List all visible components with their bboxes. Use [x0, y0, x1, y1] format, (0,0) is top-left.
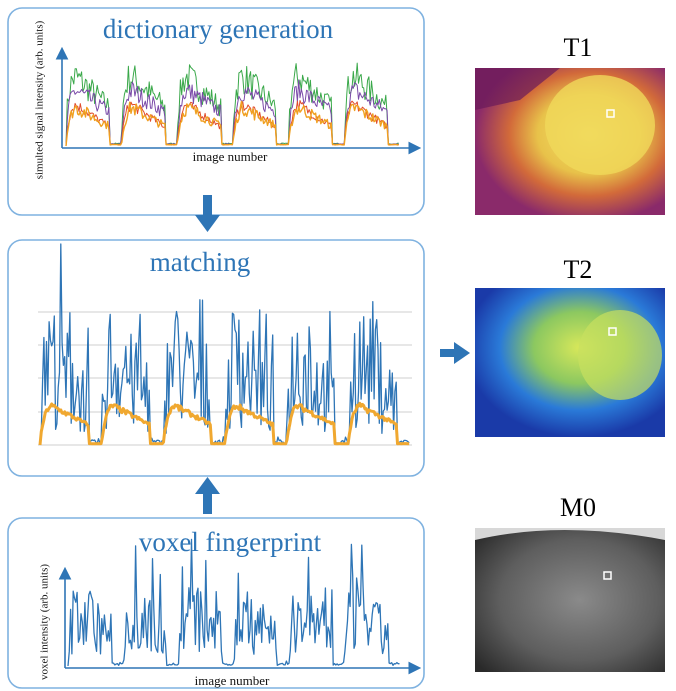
- map-label: T1: [564, 33, 593, 62]
- x-axis-label: image number: [195, 673, 270, 688]
- panel-title: matching: [150, 247, 250, 277]
- panel-title: voxel fingerprint: [139, 527, 322, 557]
- y-axis-label: simulted signal intensity (arb. units): [34, 20, 46, 179]
- t2-heart: [578, 310, 662, 400]
- y-axis-label: voxel intensity (arb. units): [39, 564, 51, 680]
- m0-map: [475, 528, 665, 672]
- map-label: M0: [560, 493, 596, 522]
- diagram: dictionary generation matching voxel fin…: [0, 0, 676, 691]
- x-axis-label: image number: [193, 149, 268, 164]
- t1-heart: [545, 75, 655, 175]
- map-label: T2: [564, 255, 593, 284]
- panel-title: dictionary generation: [103, 14, 334, 44]
